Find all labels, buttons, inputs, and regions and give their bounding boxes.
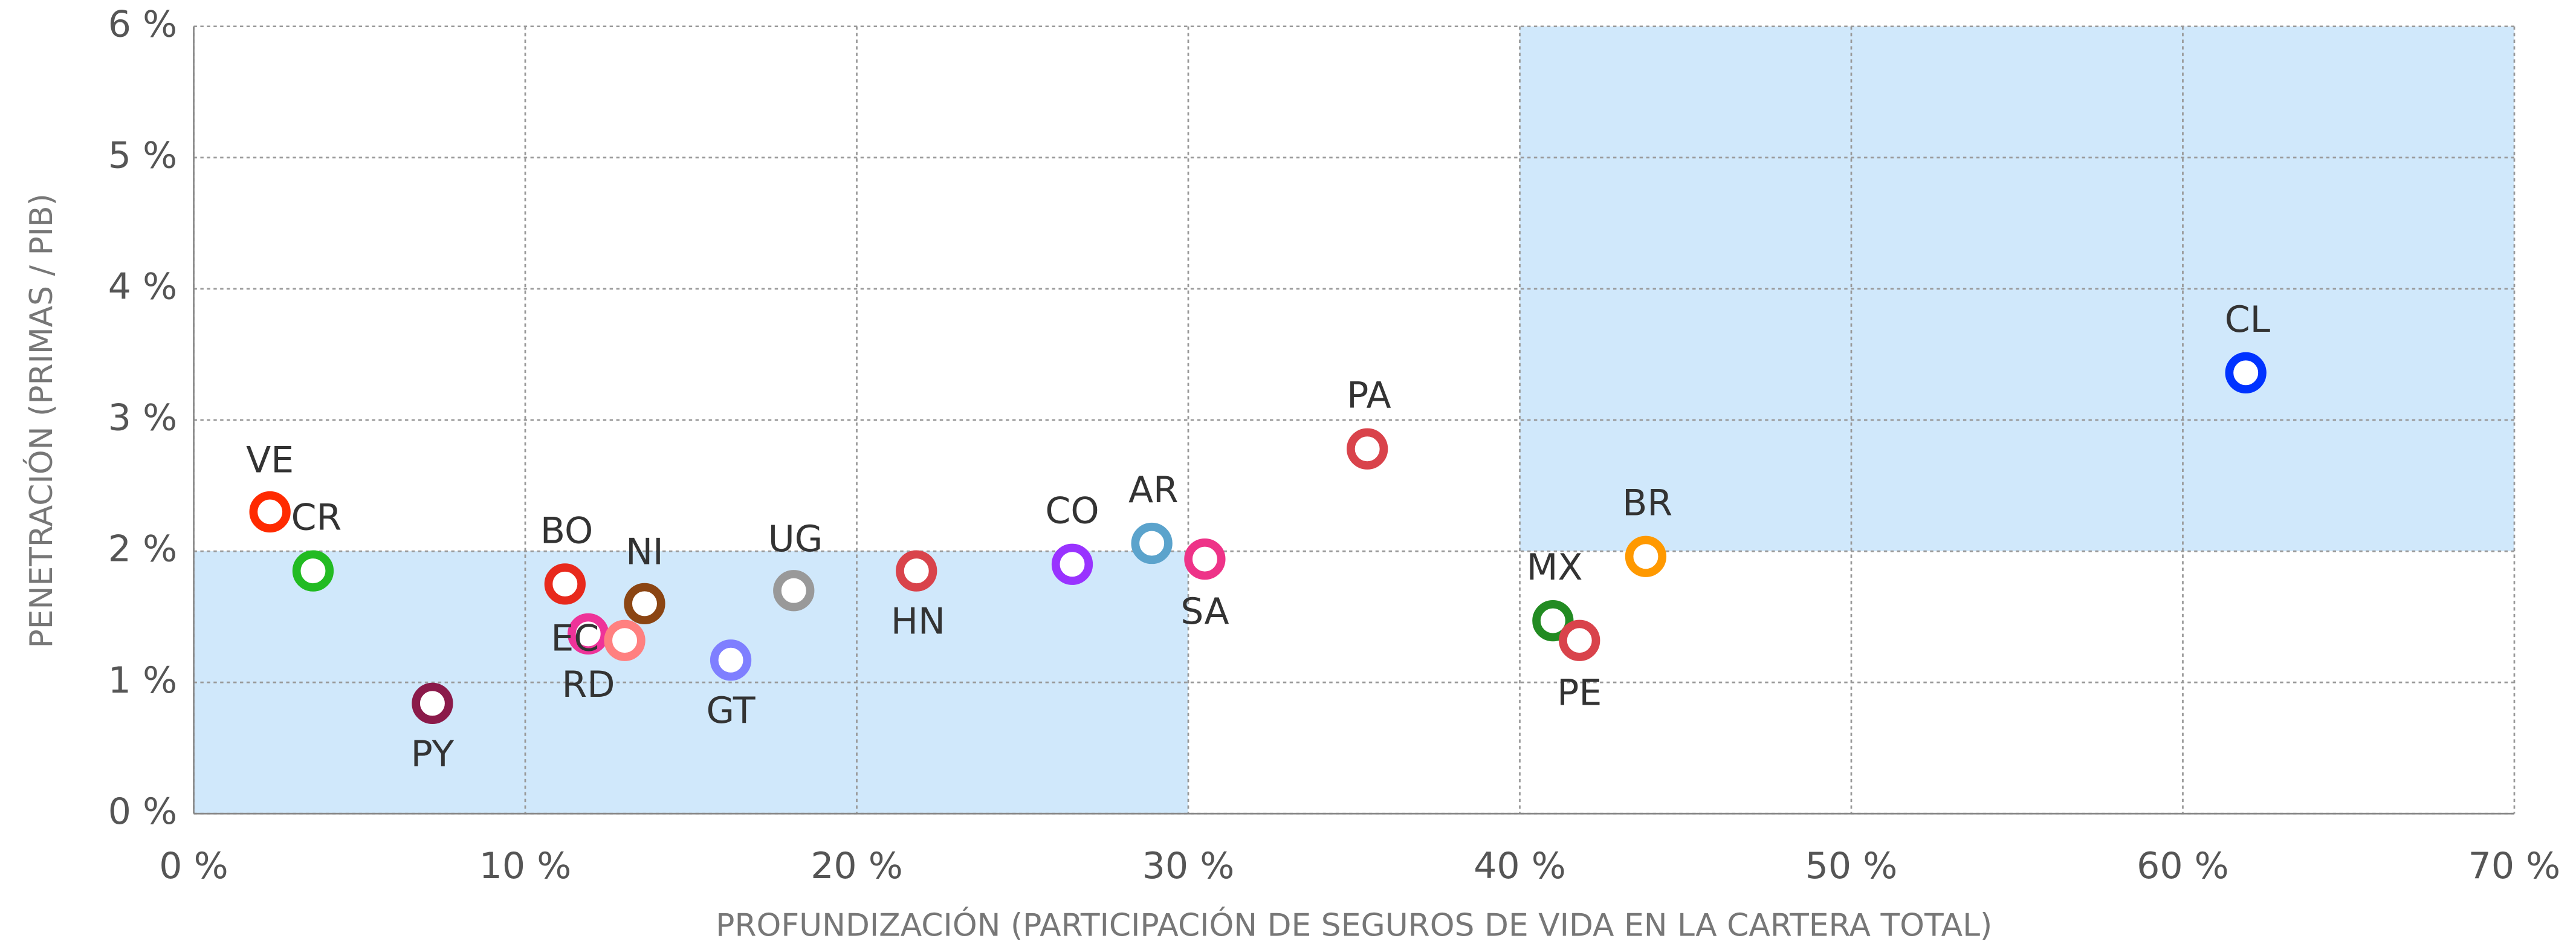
y-tick-label: 6 % <box>108 3 177 45</box>
x-tick-label: 40 % <box>1474 845 1566 887</box>
grid: 0 % 10 % 20 % 30 % 40 % 50 % 60 % 70 % 0 % 1 % 2 %… <box>108 3 2560 887</box>
data-point <box>624 583 665 625</box>
point-label: RD <box>561 664 615 706</box>
point-label: GT <box>707 690 756 732</box>
point-label: AR <box>1128 469 1179 511</box>
x-tick-label: 20 % <box>811 845 903 887</box>
data-point <box>1347 428 1388 470</box>
data-point <box>604 619 646 661</box>
point-label: PE <box>1557 671 1602 714</box>
x-axis-title: PROFUNDIZACIÓN (PARTICIPACIÓN DE SEGUROS… <box>716 907 1992 944</box>
y-tick-label: 0 % <box>108 790 177 833</box>
x-tick-label: 70 % <box>2468 845 2561 887</box>
regions <box>193 26 2514 814</box>
points: VE CR PY BO EC RD NI GT UG HN CO AR SA PA MX PE BR CL <box>246 299 2271 775</box>
data-point <box>773 570 815 612</box>
y-tick-label: 4 % <box>108 265 177 308</box>
point-label: CR <box>291 497 342 539</box>
point-label: PY <box>411 733 455 775</box>
data-point <box>1051 543 1093 585</box>
data-point <box>544 563 586 605</box>
data-point <box>2225 352 2267 393</box>
point-label: EC <box>551 617 599 659</box>
point-label: PA <box>1347 375 1391 417</box>
point-label: HN <box>891 601 945 643</box>
point-label: CO <box>1045 490 1099 532</box>
x-tick-label: 10 % <box>479 845 572 887</box>
x-tick-label: 0 % <box>159 845 228 887</box>
x-tick-label: 30 % <box>1142 845 1235 887</box>
data-point <box>412 682 453 725</box>
point-label: BR <box>1622 482 1672 525</box>
point-label: SA <box>1180 590 1229 633</box>
point-label: VE <box>246 439 294 482</box>
y-tick-label: 5 % <box>108 134 177 176</box>
data-point <box>1131 522 1173 564</box>
data-point <box>1625 535 1667 577</box>
data-point <box>1559 619 1600 661</box>
data-point <box>896 550 937 592</box>
y-tick-label: 3 % <box>108 397 177 439</box>
y-tick-label: 2 % <box>108 528 177 571</box>
point-label: UG <box>768 518 823 560</box>
data-point <box>292 550 334 592</box>
point-label: NI <box>626 531 664 574</box>
y-tick-label: 1 % <box>108 659 177 702</box>
x-tick-label: 60 % <box>2137 845 2229 887</box>
point-label: CL <box>2225 299 2271 341</box>
x-tick-label: 50 % <box>1805 845 1898 887</box>
data-point <box>710 639 752 681</box>
data-point <box>1532 600 1574 642</box>
data-point <box>249 491 291 533</box>
y-axis-title: PENETRACIÓN (PRIMAS / PIB) <box>22 193 60 648</box>
data-point <box>1184 538 1226 580</box>
point-label: BO <box>540 509 593 552</box>
data-point <box>568 613 609 655</box>
point-label: MX <box>1527 546 1583 589</box>
